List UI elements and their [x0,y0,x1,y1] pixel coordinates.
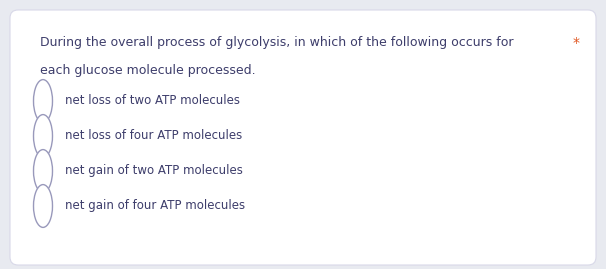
Text: each glucose molecule processed.: each glucose molecule processed. [40,64,256,77]
Text: During the overall process of glycolysis, in which of the following occurs for: During the overall process of glycolysis… [40,36,513,49]
Text: net loss of two ATP molecules: net loss of two ATP molecules [65,94,240,108]
Ellipse shape [33,150,53,192]
Text: net gain of two ATP molecules: net gain of two ATP molecules [65,165,243,178]
Text: net loss of four ATP molecules: net loss of four ATP molecules [65,129,242,143]
Ellipse shape [33,80,53,122]
Ellipse shape [33,185,53,227]
Ellipse shape [33,115,53,157]
Text: net gain of four ATP molecules: net gain of four ATP molecules [65,200,245,213]
FancyBboxPatch shape [10,10,596,265]
Text: *: * [573,36,580,50]
